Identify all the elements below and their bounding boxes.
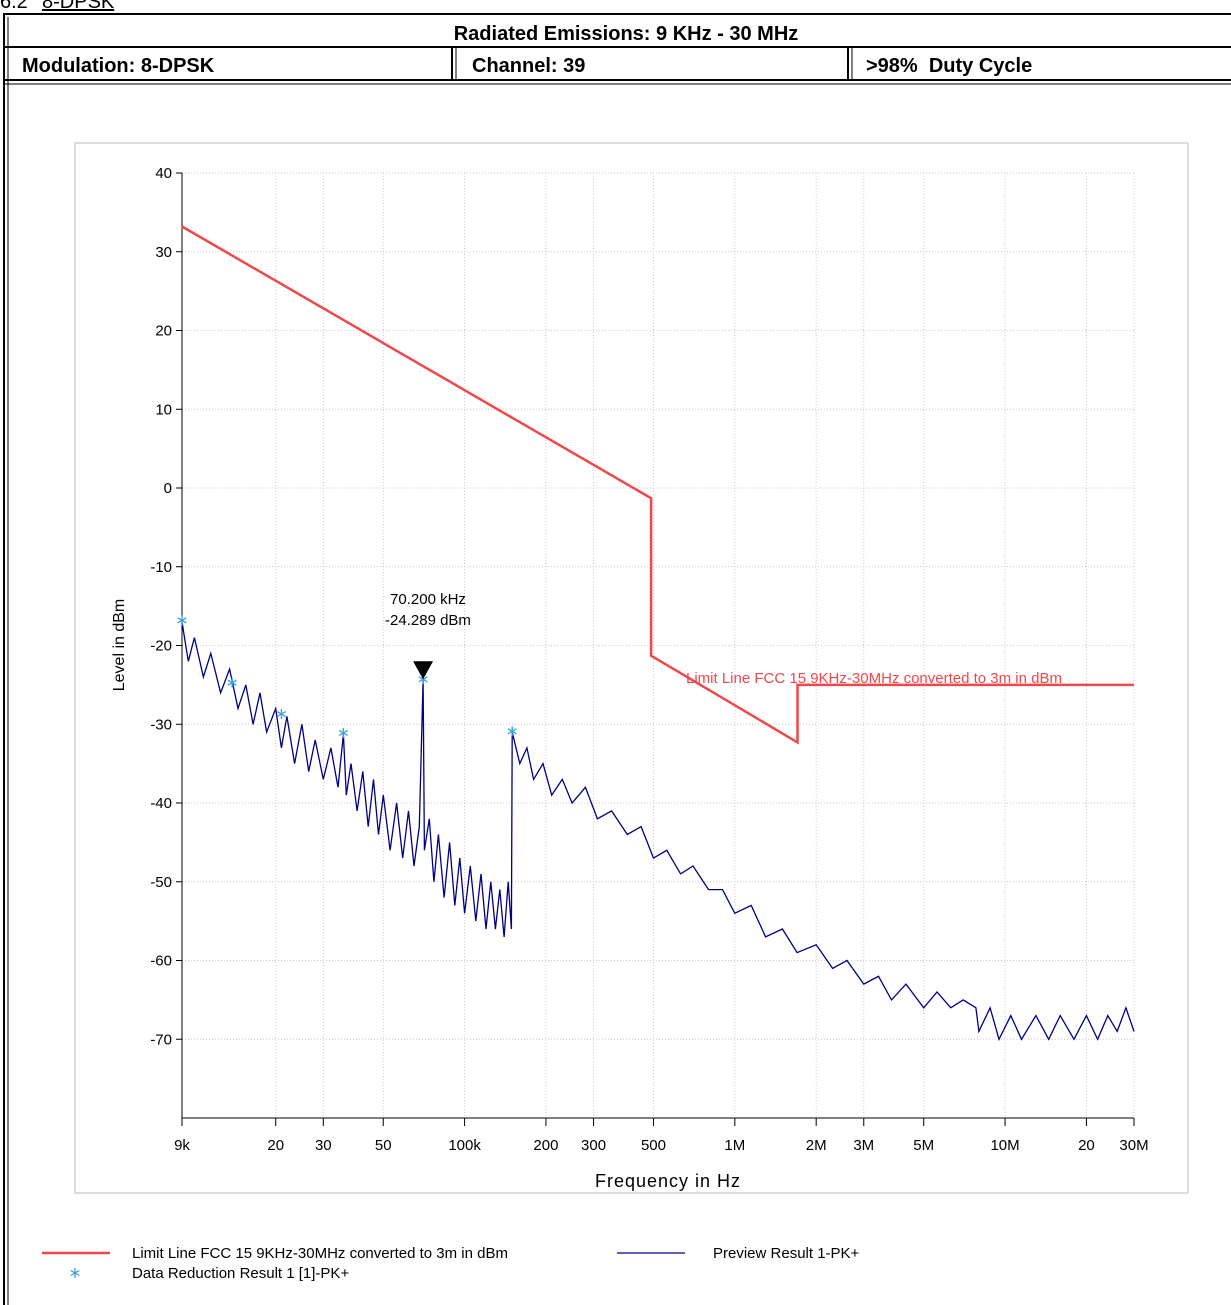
y-tick-label: -20 bbox=[150, 638, 172, 655]
asterisk-stroke bbox=[507, 728, 517, 735]
y-tick-label: -70 bbox=[150, 1031, 172, 1048]
section-title: 8-DPSK bbox=[42, 0, 115, 13]
x-axis-label: Frequency in Hz bbox=[595, 1171, 741, 1191]
table bbox=[3, 13, 1231, 1305]
x-tick-label: 100k bbox=[448, 1137, 481, 1154]
y-tick-label: 0 bbox=[164, 480, 172, 497]
x-tick-label: 5M bbox=[913, 1137, 934, 1154]
table-cell: >98% Duty Cycle bbox=[866, 55, 1032, 77]
x-tick-label: 30M bbox=[1119, 1137, 1148, 1154]
legend-label: Preview Result 1-PK+ bbox=[713, 1245, 860, 1262]
table-cell: Channel: 39 bbox=[472, 55, 585, 77]
x-tick-label: 20 bbox=[267, 1137, 284, 1154]
table-cell: Modulation: 8-DPSK bbox=[22, 55, 215, 77]
y-tick-label: -30 bbox=[150, 716, 172, 733]
data-point bbox=[177, 615, 187, 626]
y-tick-label: -10 bbox=[150, 559, 172, 576]
y-tick-label: -40 bbox=[150, 795, 172, 812]
y-tick-label: 10 bbox=[155, 401, 172, 418]
chart-frame bbox=[74, 142, 1189, 1194]
limit-line bbox=[181, 225, 1134, 745]
limit-label: Limit Line FCC 15 9KHz-30MHz converted t… bbox=[686, 670, 1062, 687]
marker-annotation: -24.289 dBm bbox=[385, 612, 471, 629]
table-title: Radiated Emissions: 9 KHz - 30 MHz bbox=[454, 23, 799, 45]
legend-swatch bbox=[70, 1268, 80, 1278]
asterisk-stroke bbox=[338, 729, 349, 736]
marker-annotation: 70.200 kHz bbox=[390, 591, 466, 608]
x-tick-label: 10M bbox=[990, 1137, 1019, 1154]
legend-label: Data Reduction Result 1 [1]-PK+ bbox=[132, 1265, 349, 1282]
data-point bbox=[507, 726, 517, 737]
x-tick-label: 2M bbox=[806, 1137, 827, 1154]
x-tick-label: 3M bbox=[853, 1137, 874, 1154]
y-tick-label: 20 bbox=[155, 323, 172, 340]
y-axis-label: Level in dBm bbox=[111, 599, 128, 692]
legend-label: Limit Line FCC 15 9KHz-30MHz converted t… bbox=[132, 1245, 508, 1262]
asterisk-stroke bbox=[70, 1269, 80, 1277]
x-tick-label: 50 bbox=[375, 1137, 392, 1154]
x-tick-label: 9k bbox=[174, 1137, 190, 1154]
marker bbox=[413, 661, 434, 680]
data-point bbox=[227, 677, 237, 688]
data-point bbox=[276, 709, 287, 720]
x-tick-label: 500 bbox=[641, 1137, 666, 1154]
x-tick-label: 1M bbox=[724, 1137, 745, 1154]
asterisk-stroke bbox=[276, 710, 287, 718]
table-border bbox=[3, 13, 1231, 1305]
y-tick-label: 40 bbox=[155, 165, 172, 182]
y-tick-label: 30 bbox=[155, 244, 172, 261]
heading: 6.2 8-DPSK bbox=[0, 0, 115, 13]
y-tick-label: -60 bbox=[150, 953, 172, 970]
y-tick-label: -50 bbox=[150, 874, 172, 891]
asterisk-stroke bbox=[227, 679, 237, 686]
section-number: 6.2 bbox=[0, 0, 28, 13]
x-tick-label: 30 bbox=[315, 1137, 332, 1154]
trace-line bbox=[181, 621, 1135, 1042]
data-point bbox=[338, 727, 349, 738]
x-tick-label: 300 bbox=[581, 1137, 606, 1154]
asterisk-stroke bbox=[177, 617, 187, 624]
x-tick-label: 20 bbox=[1078, 1137, 1095, 1154]
x-tick-label: 200 bbox=[533, 1137, 558, 1154]
